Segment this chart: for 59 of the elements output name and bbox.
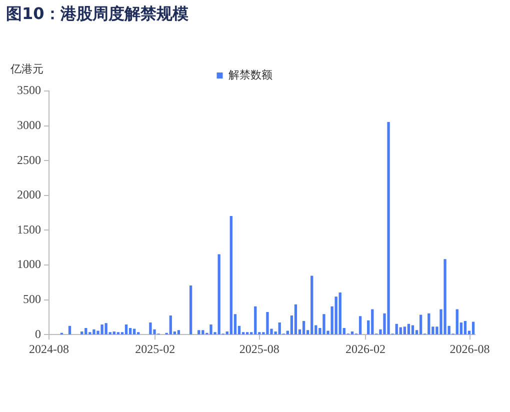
x-tick-label: 2025-02	[135, 342, 176, 356]
bar	[266, 312, 269, 334]
bar	[294, 304, 298, 334]
y-tick-label: 2000	[17, 188, 41, 202]
y-tick-label: 500	[23, 292, 41, 306]
bar	[419, 314, 422, 334]
bar	[198, 330, 200, 334]
bar	[464, 321, 467, 334]
bar	[128, 328, 132, 334]
bar	[189, 286, 192, 334]
bar	[169, 315, 172, 334]
bar	[302, 321, 306, 334]
bar	[177, 330, 180, 334]
bar	[68, 326, 72, 334]
bar	[411, 325, 414, 334]
bar	[92, 329, 96, 334]
legend-label: 解禁数额	[228, 68, 272, 82]
bar	[112, 331, 116, 334]
bar	[310, 276, 314, 334]
y-tick-label: 3000	[17, 118, 41, 132]
y-axis-title: 亿港元	[10, 62, 44, 76]
bar	[338, 292, 342, 334]
bar	[84, 328, 88, 334]
bar	[444, 259, 446, 334]
bar	[278, 322, 281, 334]
y-tick-label: 0	[35, 326, 41, 341]
x-tick-label: 2024-08	[29, 342, 69, 356]
bar	[334, 296, 338, 334]
bar	[403, 326, 406, 334]
bar	[210, 324, 212, 334]
bar	[472, 322, 475, 334]
bar	[100, 324, 104, 334]
bar	[407, 324, 410, 334]
bar	[104, 323, 108, 334]
bar	[428, 313, 430, 334]
x-tick-label: 2026-08	[450, 342, 490, 356]
bar	[202, 330, 204, 334]
bar	[395, 324, 398, 334]
bar	[358, 316, 362, 334]
bar	[218, 254, 220, 334]
bar	[132, 328, 136, 334]
bar	[371, 309, 374, 334]
bar	[254, 306, 257, 334]
bar	[124, 324, 128, 334]
y-tick-label: 2500	[17, 152, 41, 167]
bar	[350, 331, 354, 334]
bar	[399, 327, 402, 334]
bar	[230, 216, 232, 334]
y-tick-label: 3500	[17, 83, 41, 98]
bar	[322, 314, 326, 334]
y-tick-label: 1000	[17, 257, 41, 272]
x-tick-label: 2026-02	[345, 342, 386, 356]
bar	[149, 322, 152, 334]
y-tick-label: 1500	[17, 222, 41, 236]
x-tick-label: 2025-08	[239, 342, 280, 356]
bar	[456, 309, 458, 334]
bar	[80, 331, 84, 334]
chart-title: 图10：港股周度解禁规模	[6, 4, 188, 25]
bar	[387, 122, 390, 334]
